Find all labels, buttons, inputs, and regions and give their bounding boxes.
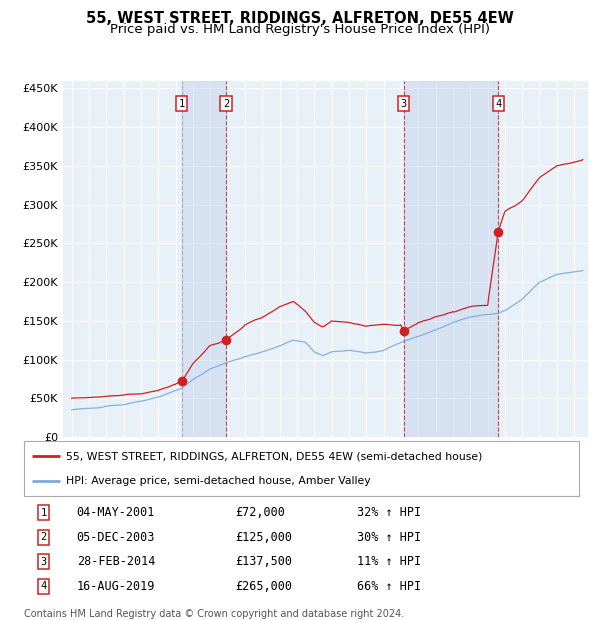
Bar	[404, 81, 498, 437]
Text: 3: 3	[40, 557, 47, 567]
Text: £125,000: £125,000	[235, 531, 292, 544]
Text: 2: 2	[223, 99, 229, 109]
Text: 4: 4	[495, 99, 502, 109]
Text: Contains HM Land Registry data © Crown copyright and database right 2024.
This d: Contains HM Land Registry data © Crown c…	[24, 609, 404, 620]
Text: Price paid vs. HM Land Registry's House Price Index (HPI): Price paid vs. HM Land Registry's House …	[110, 23, 490, 36]
Text: 3: 3	[401, 99, 407, 109]
Text: 55, WEST STREET, RIDDINGS, ALFRETON, DE55 4EW: 55, WEST STREET, RIDDINGS, ALFRETON, DE5…	[86, 11, 514, 25]
Text: 05-DEC-2003: 05-DEC-2003	[77, 531, 155, 544]
Text: £72,000: £72,000	[235, 507, 285, 520]
Text: 55, WEST STREET, RIDDINGS, ALFRETON, DE55 4EW (semi-detached house): 55, WEST STREET, RIDDINGS, ALFRETON, DE5…	[65, 451, 482, 461]
Bar	[182, 81, 226, 437]
Text: 4: 4	[40, 582, 47, 591]
FancyBboxPatch shape	[24, 441, 579, 496]
Text: 30% ↑ HPI: 30% ↑ HPI	[357, 531, 421, 544]
Text: 1: 1	[178, 99, 185, 109]
Text: £137,500: £137,500	[235, 556, 292, 569]
Text: 16-AUG-2019: 16-AUG-2019	[77, 580, 155, 593]
Text: 11% ↑ HPI: 11% ↑ HPI	[357, 556, 421, 569]
Text: HPI: Average price, semi-detached house, Amber Valley: HPI: Average price, semi-detached house,…	[65, 476, 370, 486]
Text: 2: 2	[40, 533, 47, 542]
Text: 04-MAY-2001: 04-MAY-2001	[77, 507, 155, 520]
Text: 28-FEB-2014: 28-FEB-2014	[77, 556, 155, 569]
Text: 1: 1	[40, 508, 47, 518]
Text: 32% ↑ HPI: 32% ↑ HPI	[357, 507, 421, 520]
Text: 66% ↑ HPI: 66% ↑ HPI	[357, 580, 421, 593]
Text: £265,000: £265,000	[235, 580, 292, 593]
